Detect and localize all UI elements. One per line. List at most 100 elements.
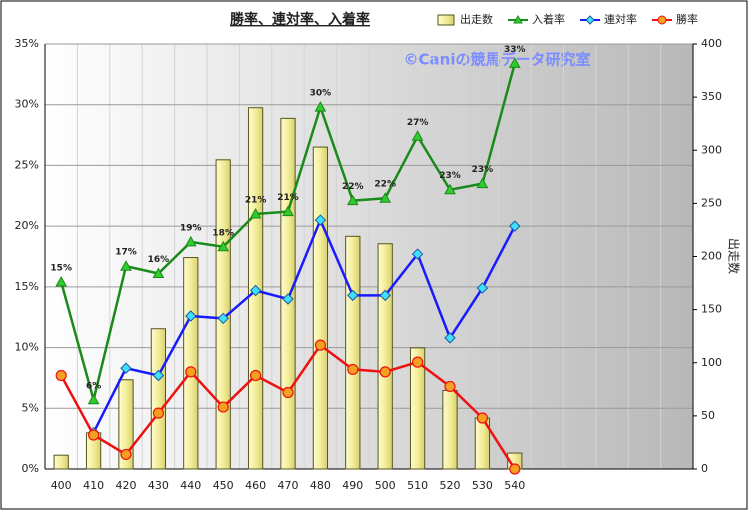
data-label: 17%	[115, 248, 137, 258]
legend-label: 出走数	[460, 12, 493, 26]
marker	[249, 207, 262, 219]
data-label: 19%	[180, 223, 202, 233]
data-label: 23%	[439, 171, 461, 181]
data-label: 23%	[472, 165, 494, 175]
marker	[314, 214, 327, 226]
marker	[346, 194, 359, 206]
marker	[120, 260, 132, 271]
legend-label: 入着率	[532, 12, 565, 26]
data-label: 22%	[374, 180, 396, 190]
bar	[345, 235, 361, 470]
y2-tick-label: 350	[701, 90, 722, 103]
x-tick-label: 490	[342, 479, 363, 492]
x-tick-label: 540	[504, 479, 525, 492]
marker	[152, 267, 165, 278]
marker	[379, 366, 391, 378]
marker	[184, 235, 197, 247]
marker	[509, 220, 521, 232]
marker	[87, 429, 100, 441]
x-tick-label: 520	[440, 479, 461, 492]
y2-tick-label: 100	[701, 356, 722, 369]
legend-marker	[513, 14, 523, 24]
bar	[409, 347, 426, 470]
x-tick-label: 440	[180, 479, 201, 492]
marker	[411, 130, 424, 141]
y2-tick-label: 400	[701, 37, 722, 50]
y-tick-label: 15%	[15, 280, 39, 293]
x-tick-label: 460	[245, 479, 266, 492]
bar	[312, 146, 329, 470]
marker	[120, 448, 132, 461]
y2-tick-label: 200	[701, 250, 722, 263]
bar	[183, 257, 199, 470]
bar	[118, 379, 134, 470]
chart-title: 勝率、連対率、入着率	[230, 11, 370, 28]
y-tick-label: 20%	[15, 219, 39, 232]
line	[92, 216, 516, 434]
marker	[476, 412, 488, 424]
marker	[444, 183, 456, 195]
data-label: 30%	[310, 89, 332, 99]
y-tick-label: 10%	[15, 341, 39, 354]
data-label: 16%	[148, 255, 170, 265]
data-label: 22%	[342, 182, 364, 192]
marker	[444, 332, 456, 344]
marker	[55, 369, 67, 382]
y2-axis-title: 出走数	[727, 238, 742, 274]
marker	[509, 463, 521, 475]
marker	[411, 248, 424, 260]
legend-marker	[585, 15, 595, 25]
marker	[282, 205, 294, 217]
y-tick-label: 25%	[15, 158, 39, 171]
x-tick-label: 450	[213, 479, 234, 492]
legend-label: 勝率	[676, 12, 698, 26]
watermark: ©Caniの競馬データ研究室	[404, 51, 591, 69]
marker	[185, 310, 197, 322]
data-label: 27%	[407, 118, 429, 128]
data-label: 6%	[86, 381, 101, 391]
x-tick-label: 430	[148, 479, 169, 492]
data-label: 33%	[504, 45, 526, 55]
x-tick-label: 420	[116, 479, 137, 492]
y2-tick-label: 300	[701, 143, 722, 156]
marker	[185, 366, 197, 378]
marker	[347, 363, 359, 376]
marker	[476, 177, 489, 189]
marker	[314, 339, 326, 351]
x-tick-label: 480	[310, 479, 331, 492]
marker	[282, 293, 294, 305]
legend-swatch	[437, 14, 455, 26]
data-label: 21%	[277, 193, 299, 203]
data-label: 15%	[50, 264, 72, 274]
marker	[250, 369, 262, 382]
x-tick-label: 530	[472, 479, 493, 492]
bar	[377, 243, 393, 470]
y-tick-label: 30%	[15, 98, 39, 111]
data-label: 18%	[212, 228, 234, 238]
marker	[476, 282, 489, 294]
y2-tick-label: 50	[701, 409, 715, 422]
marker	[282, 386, 294, 399]
marker	[152, 369, 165, 382]
marker	[412, 356, 424, 368]
marker	[120, 362, 132, 374]
y-tick-label: 35%	[15, 37, 39, 50]
marker	[379, 192, 392, 203]
marker	[379, 289, 391, 302]
x-tick-label: 500	[375, 479, 396, 492]
y-tick-label: 5%	[22, 401, 39, 414]
marker	[217, 401, 229, 413]
y2-tick-label: 0	[701, 462, 708, 475]
bar	[150, 328, 167, 470]
y-tick-label: 0%	[22, 462, 39, 475]
marker	[508, 57, 521, 68]
marker	[217, 312, 229, 325]
bar	[53, 454, 69, 470]
x-tick-label: 410	[83, 479, 104, 492]
legend-label: 連対率	[604, 12, 637, 26]
y2-tick-label: 250	[701, 196, 722, 209]
marker	[217, 240, 230, 252]
x-tick-label: 470	[278, 479, 299, 492]
bar	[442, 389, 458, 470]
